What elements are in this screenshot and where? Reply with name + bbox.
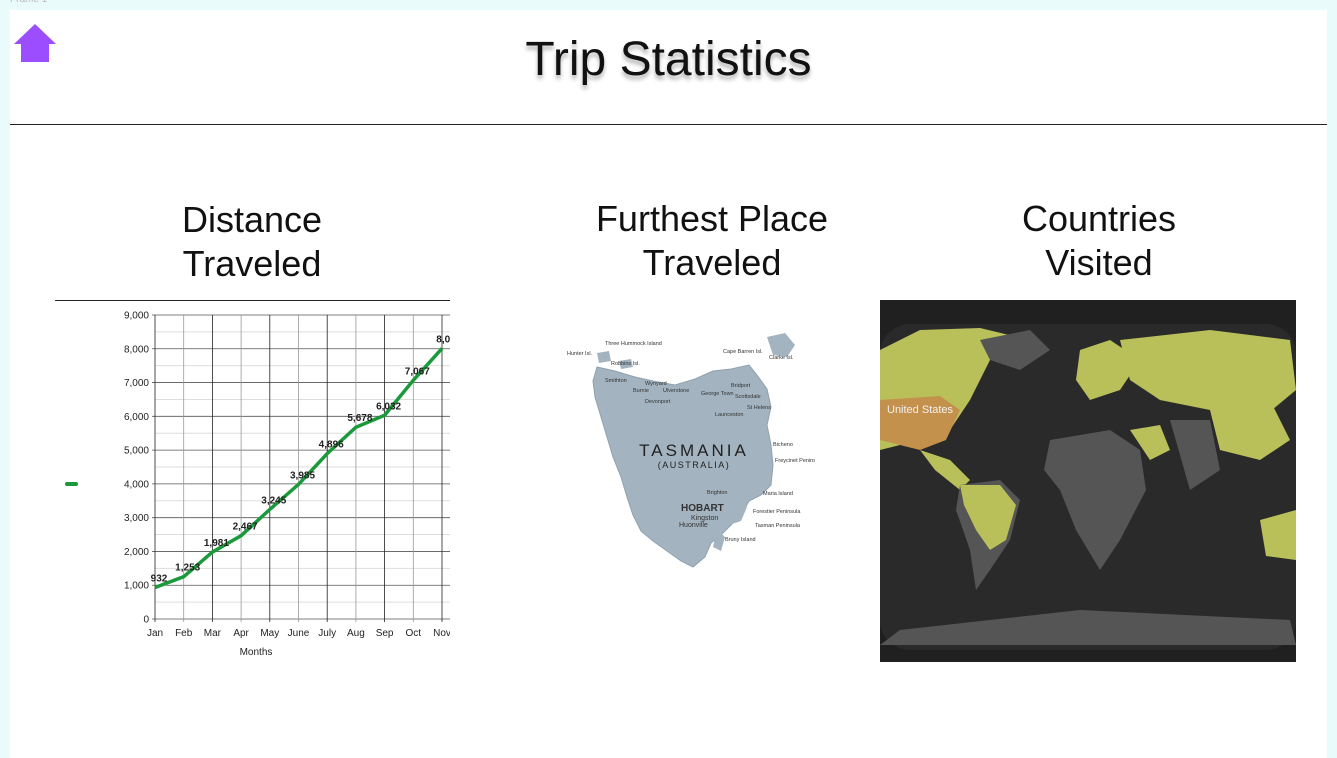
- data-label: 1,981: [204, 538, 229, 549]
- x-tick-label: Aug: [347, 628, 365, 639]
- x-tick-label: Feb: [175, 628, 193, 639]
- distance-chart: Jan Feb Mar Apr May June July Aug Sep Oct Nov9321,…: [55, 300, 456, 658]
- map-label: Tasman Peninsula: [755, 523, 801, 529]
- title-line: Traveled: [642, 242, 782, 283]
- data-label: 5,678: [347, 413, 372, 424]
- y-tick-label: 9,000: [124, 311, 149, 322]
- map-label: Three Hummock Island: [605, 341, 662, 347]
- y-tick-label: 4,000: [124, 479, 149, 490]
- map-label: Devonport: [645, 399, 671, 405]
- data-label: 4,896: [319, 440, 344, 451]
- data-label: 6,032: [376, 401, 401, 412]
- x-tick-label: Sep: [376, 628, 394, 639]
- x-tick-label: Jan: [147, 628, 163, 639]
- map-label: Bridport: [731, 383, 751, 389]
- y-tick-label: 1,000: [124, 581, 149, 592]
- map-label: St Helens: [747, 405, 771, 411]
- line-series: [154, 347, 444, 590]
- x-tick-label: Mar: [204, 628, 222, 639]
- page-title: Trip Statistics: [525, 33, 812, 86]
- map-label: Launceston: [715, 412, 743, 418]
- section-title: Countries Visited: [899, 197, 1299, 285]
- title-line: Furthest Place: [595, 198, 829, 239]
- section-title: Furthest Place Traveled: [512, 197, 912, 285]
- map-label: HOBART: [681, 503, 724, 514]
- data-label: 8,01: [436, 334, 456, 345]
- data-label: 7,067: [405, 366, 430, 377]
- map-label: Robbins Isl.: [611, 361, 640, 367]
- y-tick-label: 2,000: [124, 547, 149, 558]
- map-label: Smithton: [605, 378, 627, 384]
- map-label: Bicheno: [773, 442, 793, 448]
- map-label: Brighton: [707, 490, 728, 496]
- map-label: Ulverstone: [663, 388, 689, 394]
- x-tick-label: Nov: [433, 628, 451, 639]
- section-title: Distance Traveled: [52, 198, 452, 286]
- y-tick-label: 6,000: [124, 412, 149, 423]
- title-line: Countries: [1021, 198, 1177, 239]
- map-subtitle: (AUSTRALIA): [658, 460, 731, 470]
- y-tick-label: 3,000: [124, 513, 149, 524]
- y-tick-label: 0: [143, 615, 149, 626]
- data-label: 1,253: [175, 563, 200, 574]
- map-label: Huonville: [679, 522, 708, 529]
- title-line: Distance: [181, 199, 323, 240]
- x-tick-label: July: [318, 628, 336, 639]
- y-tick-label: 5,000: [124, 446, 149, 457]
- title-line: Traveled: [182, 243, 322, 284]
- data-label: 932: [151, 574, 168, 585]
- map-label: Freycinet Peninsula: [775, 458, 815, 464]
- data-label: 3,985: [290, 470, 315, 481]
- legend-swatch: [65, 482, 78, 486]
- map-label: Bruny Island: [725, 537, 756, 543]
- world-map: United States: [880, 300, 1296, 662]
- data-label: 2,467: [233, 522, 258, 533]
- map-label: Clarke Isl.: [769, 355, 794, 361]
- map-label: Burnie: [633, 388, 649, 394]
- map-label: Wynyard: [645, 381, 667, 387]
- map-label: United States: [887, 404, 954, 416]
- map-label: Hunter Isl.: [567, 351, 593, 357]
- title-line: Visited: [1045, 242, 1153, 283]
- map-label: Maria Island: [763, 491, 793, 497]
- divider: [10, 124, 1327, 125]
- map-label: Cape Barren Isl.: [723, 349, 763, 355]
- y-tick-label: 8,000: [124, 344, 149, 355]
- x-tick-label: June: [288, 628, 310, 639]
- map-label: Kingston: [691, 515, 718, 522]
- map-title: TASMANIA: [639, 441, 749, 460]
- map-label: Forestier Peninsula: [753, 509, 801, 515]
- home-button[interactable]: [12, 22, 58, 64]
- y-tick-label: 7,000: [124, 378, 149, 389]
- tasmania-map: Three Hummock Island Hunter Isl. Robbins…: [567, 333, 815, 568]
- x-tick-label: May: [260, 628, 279, 639]
- x-tick-label: Apr: [233, 628, 249, 639]
- x-axis-label: Months: [240, 647, 273, 658]
- data-label: 3,245: [261, 495, 286, 506]
- map-label: George Town: [701, 391, 734, 397]
- frame-label: Frame 1: [10, 0, 47, 5]
- x-tick-label: Oct: [406, 628, 422, 639]
- map-label: Scottsdale: [735, 394, 761, 400]
